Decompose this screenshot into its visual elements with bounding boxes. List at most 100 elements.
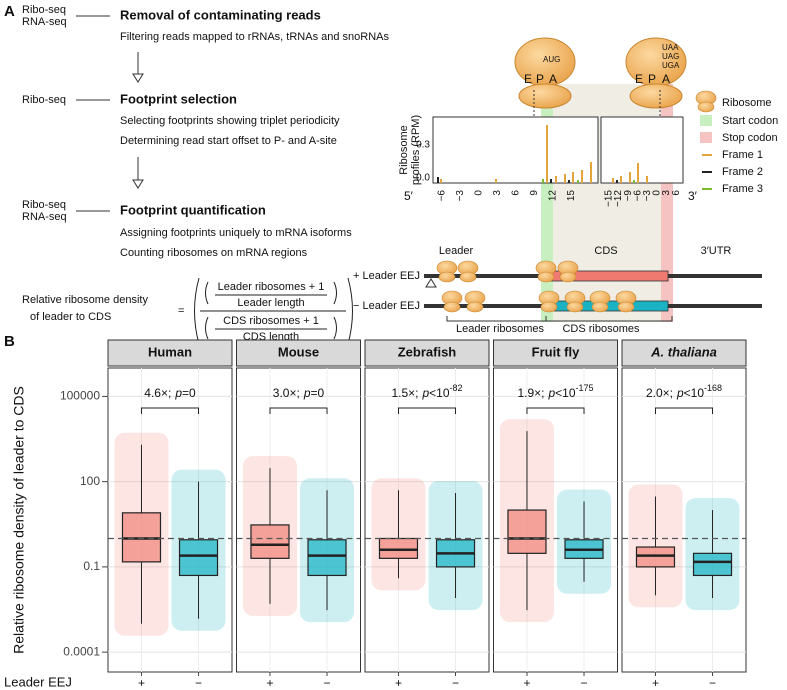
annotation-p: p — [421, 386, 429, 400]
annotation-relation: =0 — [311, 386, 325, 400]
facet-title: Fruit fly — [532, 344, 580, 359]
annotation-fold: 2.0×; — [646, 386, 673, 400]
ribosome-icon — [538, 290, 560, 313]
panel-b: B Relative ribosome density of leader to… — [4, 333, 747, 690]
annotation-relation: =0 — [182, 386, 196, 400]
region-label: 3′UTR — [701, 245, 732, 257]
profile-frame — [600, 116, 684, 184]
codon: UAA — [662, 43, 679, 52]
panel-label: A — [4, 3, 15, 20]
ribosome-icon — [557, 260, 579, 283]
region-label: CDS — [594, 245, 617, 257]
legend-key — [700, 115, 712, 126]
formula-equals: = — [178, 305, 184, 317]
annotation-fold: 1.9×; — [517, 386, 544, 400]
y-tick-label: 100 — [80, 474, 100, 488]
panel-bg — [364, 367, 490, 673]
x-tick-label: − — [324, 676, 331, 690]
legend-label: Start codon — [722, 115, 778, 127]
paren — [347, 277, 353, 345]
profile-bars — [542, 179, 635, 183]
panel-bg — [621, 367, 747, 673]
annotation-relation: <10 — [429, 386, 450, 400]
legend-label: Frame 2 — [722, 166, 763, 178]
profile-xtick: −9 — [623, 190, 634, 202]
profile-ytick: 0.0 — [416, 173, 430, 184]
profile-xtick: −15 — [604, 190, 615, 207]
x-tick-label: − — [452, 676, 459, 690]
y-axis-title: Relative ribosome density of leader to C… — [11, 386, 27, 654]
eej-marker — [425, 278, 437, 288]
step-detail: Filtering reads mapped to rRNAs, tRNAs a… — [120, 31, 389, 43]
ribosome: E P A AUG — [514, 37, 576, 109]
ribosome-icon — [441, 290, 463, 313]
annotation-relation: <10 — [555, 386, 576, 400]
annotation-fold: 1.5×; — [391, 386, 418, 400]
annotation-fold: 4.6×; — [144, 386, 171, 400]
x-tick-label: + — [266, 676, 273, 690]
facet-title: Human — [148, 344, 192, 359]
annotation-exponent: -175 — [576, 383, 594, 393]
box — [635, 546, 676, 568]
profile-ytick: 0.3 — [416, 140, 430, 151]
strip — [107, 339, 233, 367]
box — [250, 524, 290, 559]
codon: UAG — [662, 52, 679, 61]
site: P — [536, 72, 544, 86]
profile-xtick: 6 — [671, 190, 682, 196]
ribosome-icon — [564, 290, 586, 313]
annotation-p: p — [174, 386, 182, 400]
profile-xtick: 0 — [474, 190, 485, 196]
annotation-p: p — [676, 386, 684, 400]
x-tick-label: − — [709, 676, 716, 690]
end-label: 3′ — [688, 189, 698, 203]
legend-label: Frame 3 — [722, 183, 763, 195]
step-title: Footprint selection — [120, 91, 237, 106]
box — [178, 539, 219, 577]
annotation-p: p — [547, 386, 555, 400]
row-label: − Leader EEJ — [353, 300, 420, 312]
annotation: 4.6×; p=0 — [144, 386, 196, 400]
row-label: + Leader EEJ — [353, 270, 420, 282]
x-tick-label: + — [138, 676, 145, 690]
codon: AUG — [543, 55, 560, 64]
profile-xtick: −3 — [455, 190, 466, 202]
formula-term: CDS ribosomes + 1 — [223, 315, 319, 327]
facet-title: A. thaliana — [650, 344, 717, 359]
count-label: CDS ribosomes — [562, 323, 640, 335]
annotation-p: p — [303, 386, 311, 400]
facet-title: Zebrafish — [398, 344, 457, 359]
strip — [493, 339, 618, 367]
count-bracket — [446, 316, 673, 322]
profile-xtick: 0 — [652, 190, 663, 196]
step-detail: Assigning footprints uniquely to mRNA is… — [120, 227, 352, 239]
end-label: 5′ — [404, 189, 414, 203]
step-title: Removal of contaminating reads — [120, 7, 321, 22]
box — [507, 509, 547, 554]
count-label: Leader ribosomes — [456, 323, 545, 335]
step-title: Footprint quantification — [120, 202, 266, 217]
panel-a: A Ribo-seq RNA-seq Removal of contaminat… — [4, 3, 778, 345]
arrow-head — [132, 73, 144, 83]
ribosome: E P A UAA UAG UGA — [625, 37, 687, 109]
annotation-exponent: -82 — [450, 383, 463, 393]
legend-key — [695, 90, 717, 113]
y-tick-label: 100000 — [60, 389, 100, 403]
ribosome-icon — [457, 260, 479, 283]
legend-key — [700, 132, 712, 143]
site: E — [635, 72, 643, 86]
profile-xtick: 3 — [492, 190, 503, 196]
profile-ylabel: profiles (RPM) — [410, 115, 422, 185]
profile-xtick: 6 — [511, 190, 522, 196]
panel-bg — [236, 367, 361, 673]
paren — [194, 277, 200, 345]
formula-lhs: of leader to CDS — [30, 311, 111, 323]
bracket — [140, 407, 200, 414]
legend-label: Ribosome — [722, 97, 772, 109]
seq-label: Ribo-seq — [22, 199, 66, 211]
codon: UGA — [662, 61, 680, 70]
x-tick-label: − — [581, 676, 588, 690]
profile-xtick: −3 — [642, 190, 653, 202]
profile-bars — [437, 177, 618, 183]
bracket — [526, 407, 585, 414]
